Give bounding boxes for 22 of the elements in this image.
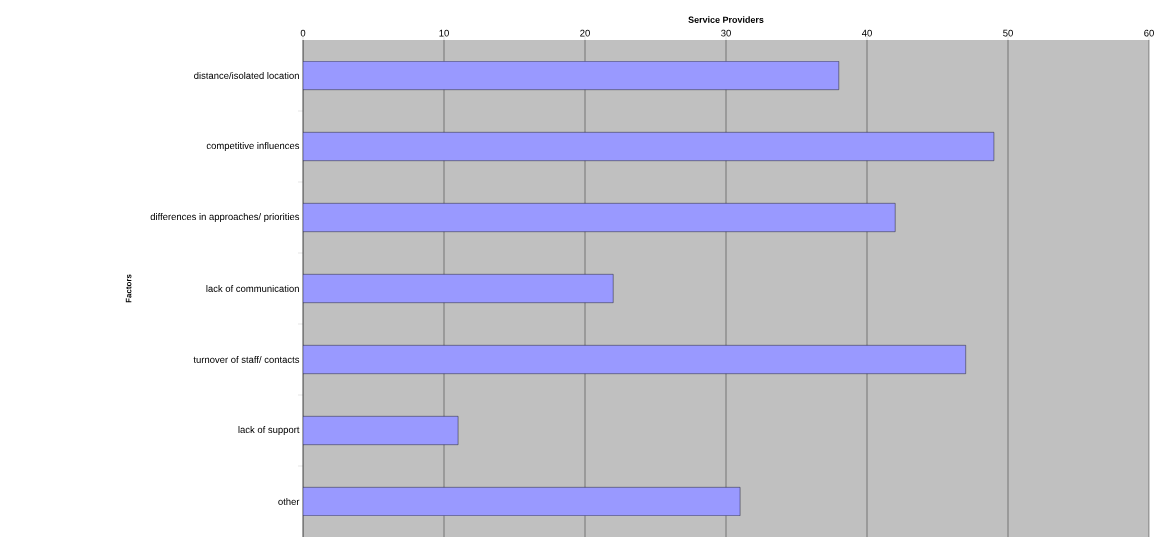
bar: [303, 132, 995, 161]
bar: [303, 487, 741, 516]
y-tick-label: differences in approaches/ priorities: [150, 213, 300, 222]
x-tick-label: 0: [300, 29, 306, 37]
x-axis-title: Service Providers: [688, 16, 764, 23]
y-tick-label: turnover of staff/ contacts: [193, 356, 300, 363]
bar: [303, 203, 896, 232]
y-tick-label: distance/isolated location: [194, 72, 299, 79]
x-tick-label: 60: [1144, 29, 1154, 37]
x-tick-label: 20: [580, 29, 590, 37]
x-tick-label: 10: [439, 29, 449, 37]
x-tick-label: 50: [1003, 29, 1013, 37]
y-tick-label: lack of support: [238, 426, 300, 435]
bar: [303, 416, 459, 445]
bar: [303, 274, 614, 303]
bar: [303, 61, 840, 90]
x-tick-label: 40: [861, 29, 872, 37]
y-tick-label: other: [278, 498, 300, 505]
y-tick-label: competitive influences: [206, 142, 300, 151]
bar: [303, 345, 966, 374]
x-tick-label: 30: [721, 29, 731, 37]
y-tick-label: lack of communication: [206, 285, 299, 292]
